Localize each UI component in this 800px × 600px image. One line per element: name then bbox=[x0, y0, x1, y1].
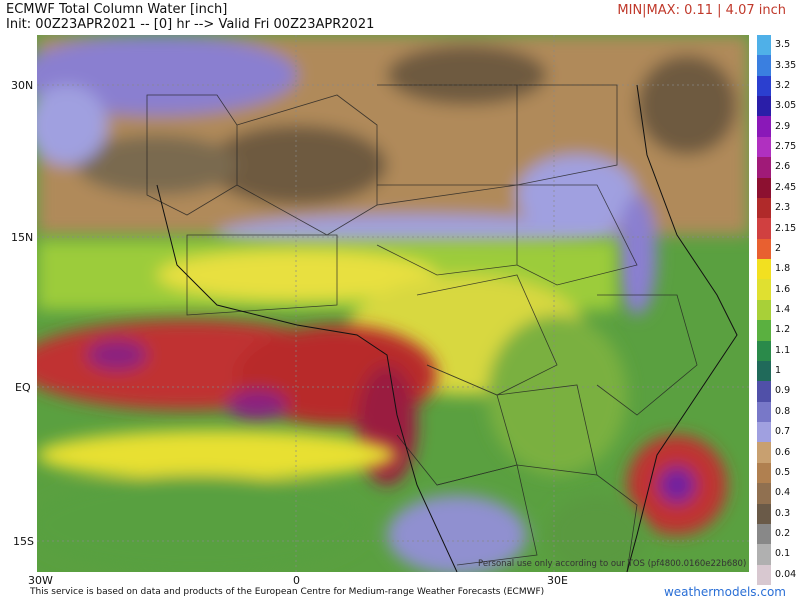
colorbar-segment bbox=[757, 544, 771, 566]
colorbar-segment bbox=[757, 381, 771, 403]
lon-label-0: 0 bbox=[293, 574, 300, 587]
colorbar-segment bbox=[757, 238, 771, 260]
colorbar-label: 3.05 bbox=[775, 100, 797, 112]
colorbar-segment bbox=[757, 422, 771, 443]
colorbar-segment bbox=[757, 320, 771, 342]
lat-label-eq: EQ bbox=[15, 381, 31, 394]
colorbar-segment bbox=[757, 197, 771, 219]
colorbar-segment bbox=[757, 462, 771, 484]
colorbar-segment bbox=[757, 483, 771, 504]
lat-label-30n: 30N bbox=[11, 79, 34, 92]
colorbar-label: 2.45 bbox=[775, 181, 797, 193]
colorbar-label: 1.2 bbox=[775, 324, 791, 336]
minmax-readout: MIN|MAX: 0.11 | 4.07 inch bbox=[617, 3, 786, 18]
colorbar-segment bbox=[757, 279, 771, 301]
colorbar-label: 1.1 bbox=[775, 344, 791, 356]
brand-link[interactable]: weathermodels.com bbox=[663, 585, 786, 599]
colorbar-label: 1 bbox=[775, 365, 782, 377]
colorbar-segment bbox=[757, 564, 771, 586]
colorbar-segment bbox=[757, 55, 771, 77]
colorbar-segment bbox=[757, 157, 771, 179]
footer-credit: This service is based on data and produc… bbox=[30, 587, 545, 597]
colorbar-label: 2.9 bbox=[775, 120, 791, 132]
colorbar-segment bbox=[757, 401, 771, 423]
colorbar-segment bbox=[757, 116, 771, 138]
colorbar-segment bbox=[757, 75, 771, 97]
colorbar-label: 2.15 bbox=[775, 222, 797, 234]
colorbar-segment bbox=[757, 218, 771, 240]
colorbar-label: 2.6 bbox=[775, 161, 791, 173]
colorbar-label: 3.35 bbox=[775, 59, 797, 71]
map-subtitle: Init: 00Z23APR2021 -- [0] hr --> Valid F… bbox=[6, 17, 375, 32]
colorbar-segment bbox=[757, 136, 771, 158]
colorbar-segment bbox=[757, 96, 771, 117]
colorbar-label: 2.75 bbox=[775, 141, 797, 153]
colorbar-label: 1.6 bbox=[775, 283, 791, 295]
colorbar-label: 0.7 bbox=[775, 426, 791, 438]
colorbar-label: 0.3 bbox=[775, 507, 791, 519]
colorbar-segment bbox=[757, 523, 771, 545]
moisture-map[interactable] bbox=[37, 35, 749, 572]
colorbar bbox=[757, 35, 771, 586]
colorbar-label: 0.2 bbox=[775, 528, 791, 540]
colorbar-segment bbox=[757, 360, 771, 382]
colorbar-label: 0.4 bbox=[775, 487, 791, 499]
colorbar-segment bbox=[757, 35, 771, 56]
lat-label-15n: 15N bbox=[11, 231, 34, 244]
colorbar-segment bbox=[757, 299, 771, 321]
colorbar-segment bbox=[757, 442, 771, 464]
colorbar-segment bbox=[757, 177, 771, 199]
colorbar-label: 2 bbox=[775, 242, 782, 254]
map-field bbox=[37, 35, 749, 572]
lat-label-15s: 15S bbox=[13, 535, 34, 548]
lon-label-30w: 30W bbox=[28, 574, 53, 587]
tos-note: Personal use only according to our TOS (… bbox=[478, 559, 747, 569]
colorbar-label: 1.8 bbox=[775, 263, 791, 275]
colorbar-segment bbox=[757, 259, 771, 280]
colorbar-label: 2.3 bbox=[775, 202, 791, 214]
colorbar-label: 0.04 bbox=[775, 568, 797, 580]
colorbar-segment bbox=[757, 503, 771, 525]
colorbar-label: 0.8 bbox=[775, 405, 791, 417]
colorbar-label: 0.1 bbox=[775, 548, 791, 560]
colorbar-label: 0.9 bbox=[775, 385, 791, 397]
colorbar-label: 0.5 bbox=[775, 466, 791, 478]
colorbar-label: 0.6 bbox=[775, 446, 791, 458]
colorbar-label: 3.2 bbox=[775, 79, 791, 91]
colorbar-segment bbox=[757, 340, 771, 362]
colorbar-label: 3.5 bbox=[775, 39, 791, 51]
lon-label-30e: 30E bbox=[547, 574, 568, 587]
colorbar-label: 1.4 bbox=[775, 304, 791, 315]
map-title: ECMWF Total Column Water [inch] bbox=[6, 2, 228, 17]
